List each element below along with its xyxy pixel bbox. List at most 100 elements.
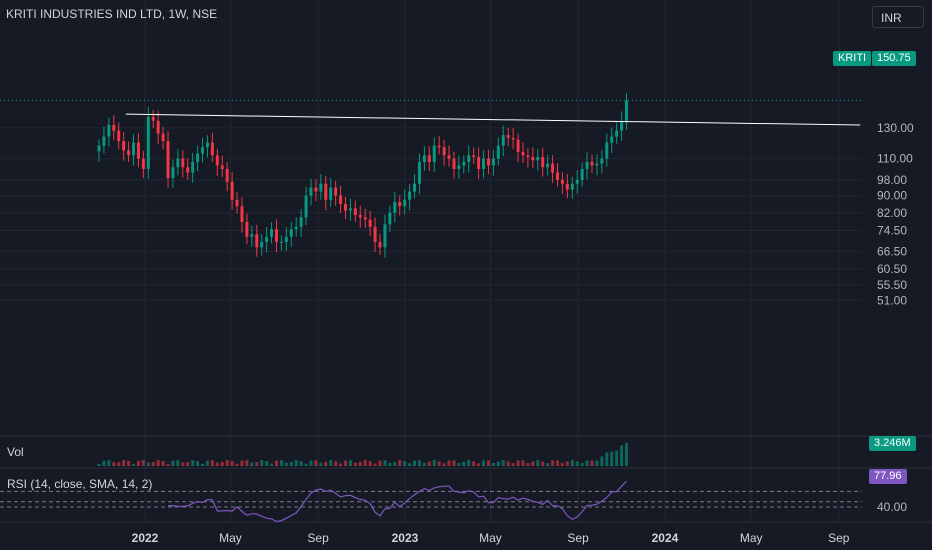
candle-body: [319, 183, 323, 192]
candle-body: [260, 241, 264, 248]
candle-body: [289, 229, 293, 237]
volume-bar: [580, 463, 584, 466]
candle-body: [506, 135, 510, 139]
volume-bar: [595, 460, 599, 466]
candle-body: [546, 163, 550, 168]
volume-bar: [482, 460, 486, 466]
volume-bar: [447, 460, 451, 466]
volume-bar: [511, 463, 515, 466]
candle-body: [427, 155, 431, 163]
candle-body: [324, 183, 328, 200]
time-axis-label: May: [740, 531, 763, 545]
volume-bar: [122, 460, 126, 466]
volume-bar: [486, 460, 490, 466]
volume-bar: [245, 460, 249, 466]
chart-title[interactable]: KRITI INDUSTRIES IND LTD, 1W, NSE: [6, 7, 218, 21]
candle-body: [112, 125, 116, 131]
candle-body: [309, 187, 313, 196]
candle-body: [452, 158, 456, 169]
volume-bar: [408, 463, 412, 466]
volume-bar: [422, 462, 426, 466]
rsi-value-tag: 77.96: [869, 469, 907, 484]
volume-bar: [427, 461, 431, 466]
candle-body: [398, 201, 402, 207]
volume-bar: [136, 460, 140, 466]
currency-selector[interactable]: INR: [872, 6, 924, 28]
volume-bar: [230, 461, 234, 466]
volume-bar: [299, 461, 303, 466]
volume-bar: [171, 460, 175, 466]
volume-bar: [546, 463, 550, 466]
candle-body: [191, 162, 195, 173]
candle-body: [107, 125, 111, 137]
candle-body: [590, 162, 594, 166]
volume-bar: [339, 463, 343, 466]
volume-bar: [260, 460, 264, 466]
candle-body: [348, 208, 352, 211]
candle-body: [570, 183, 574, 190]
candle-body: [176, 158, 180, 168]
candle-body: [329, 187, 333, 200]
candle-body: [491, 158, 495, 166]
volume-bar: [625, 442, 629, 466]
volume-bar: [353, 462, 357, 466]
candle-body: [146, 116, 150, 169]
volume-bar: [181, 462, 185, 466]
volume-bar: [491, 462, 495, 466]
candle-body: [102, 136, 106, 146]
candle-body: [299, 217, 303, 227]
volume-bar: [472, 461, 476, 466]
volume-bar: [383, 460, 387, 466]
candle-body: [294, 226, 298, 230]
volume-bar: [294, 460, 298, 466]
volume-bar: [462, 461, 466, 466]
rsi-line: [168, 480, 627, 523]
volume-bar: [615, 450, 619, 466]
volume-bar: [215, 462, 219, 466]
time-axis-label: May: [219, 531, 242, 545]
candle-body: [161, 133, 165, 142]
candle-body: [245, 222, 249, 237]
candle-body: [457, 165, 461, 169]
time-axis-label: 2024: [652, 531, 679, 545]
candle-body: [210, 142, 214, 156]
price-axis-label: 51.00: [877, 293, 907, 307]
candle-body: [136, 142, 140, 159]
candle-body: [620, 120, 624, 131]
volume-bar: [250, 462, 254, 466]
volume-bar: [132, 463, 136, 466]
rsi-pane-label[interactable]: RSI (14, close, SMA, 14, 2): [7, 477, 153, 491]
volume-bar: [314, 460, 318, 466]
candle-body: [413, 183, 417, 192]
candle-body: [339, 195, 343, 205]
volume-bar: [220, 462, 224, 466]
rsi-axis-label: 40.00: [877, 500, 907, 514]
price-axis-label: 55.50: [877, 278, 907, 292]
price-axis-label: 66.50: [877, 244, 907, 258]
candle-body: [605, 142, 609, 159]
volume-bar: [551, 460, 555, 466]
candle-body: [314, 187, 318, 192]
candle-body: [408, 191, 412, 200]
candle-body: [274, 229, 278, 242]
volume-bar: [265, 461, 269, 466]
volume-bar: [255, 461, 259, 466]
volume-bar: [156, 460, 160, 466]
volume-pane-label[interactable]: Vol: [7, 445, 24, 459]
volume-bar: [600, 456, 604, 466]
volume-bar: [201, 463, 205, 466]
volume-bar: [531, 461, 535, 466]
volume-bar: [309, 460, 313, 466]
candle-body: [531, 156, 535, 161]
candle-body: [344, 204, 347, 211]
volume-bar: [176, 460, 180, 466]
candle-body: [615, 130, 619, 137]
candle-body: [403, 199, 407, 207]
time-axis-label: Sep: [307, 531, 329, 545]
candle-body: [585, 162, 589, 169]
candle-body: [225, 168, 229, 182]
time-axis-label: Sep: [828, 531, 850, 545]
candle-body: [447, 155, 451, 159]
candle-body: [151, 116, 155, 121]
